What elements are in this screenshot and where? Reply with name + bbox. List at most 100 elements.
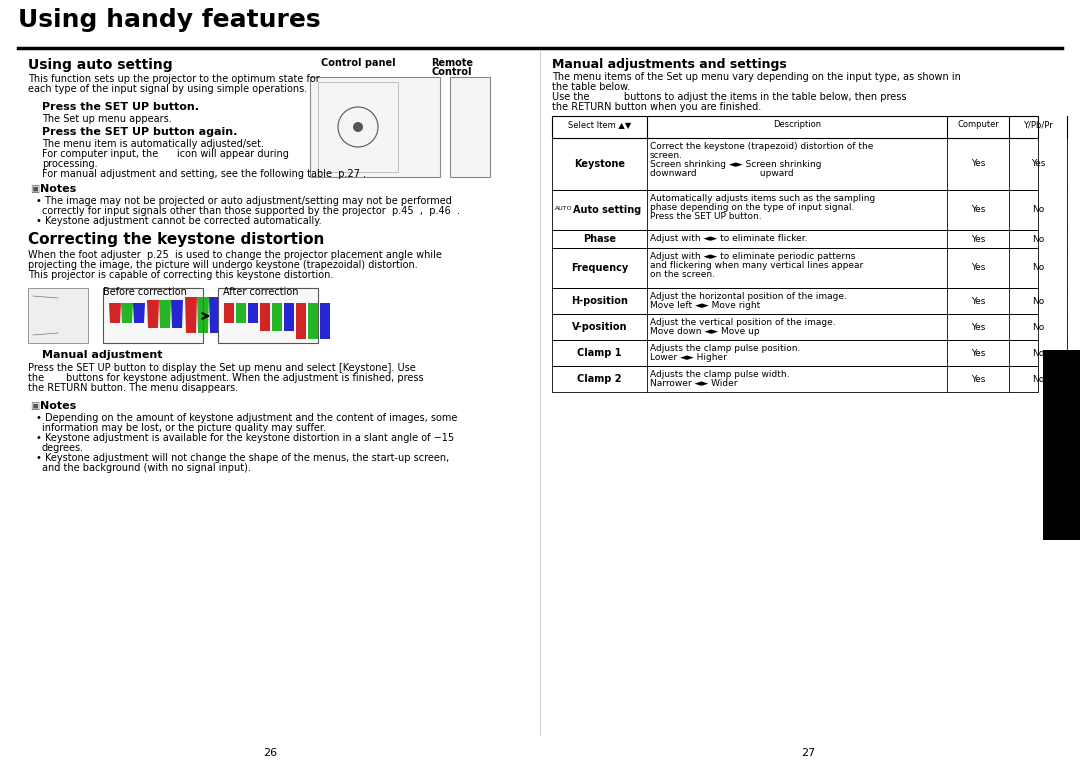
Text: Select Item ▲▼: Select Item ▲▼ — [568, 120, 631, 129]
Text: Remote: Remote — [431, 58, 473, 68]
Bar — [552, 314, 1038, 340]
Text: on the screen.: on the screen. — [650, 270, 715, 279]
Text: Press the SET UP button to display the Set up menu and select [Keystone]. Use: Press the SET UP button to display the S… — [28, 363, 416, 373]
Text: the RETURN button. The menu disappears.: the RETURN button. The menu disappears. — [28, 383, 238, 393]
Text: Correcting the keystone distortion: Correcting the keystone distortion — [28, 232, 324, 247]
Text: ▣: ▣ — [30, 401, 39, 411]
Bar — [552, 190, 1038, 230]
Polygon shape — [197, 297, 210, 333]
Bar — [28, 288, 87, 343]
Text: Adjust the horizontal position of the image.: Adjust the horizontal position of the im… — [650, 292, 847, 301]
Text: No: No — [1031, 375, 1044, 384]
Text: Adjust the vertical position of the image.: Adjust the vertical position of the imag… — [650, 318, 836, 327]
Circle shape — [353, 122, 363, 132]
Text: the table below.: the table below. — [552, 82, 631, 92]
Text: Move left ◄► Move right: Move left ◄► Move right — [650, 301, 760, 310]
Text: Yes: Yes — [971, 159, 985, 169]
Text: information may be lost, or the picture quality may suffer.: information may be lost, or the picture … — [42, 423, 326, 433]
Text: AUTO: AUTO — [555, 205, 572, 211]
Text: Frequency: Frequency — [571, 263, 629, 273]
Text: After correction: After correction — [222, 287, 298, 297]
Text: Yes: Yes — [1030, 159, 1045, 169]
Text: Press the SET UP button again.: Press the SET UP button again. — [42, 127, 238, 137]
Polygon shape — [185, 297, 197, 333]
Text: Using auto setting: Using auto setting — [28, 58, 173, 72]
Text: Before correction: Before correction — [103, 287, 187, 297]
Text: screen.: screen. — [650, 151, 683, 160]
Bar — [552, 116, 1038, 138]
Bar — [260, 303, 270, 331]
Text: Lower ◄► Higher: Lower ◄► Higher — [650, 353, 727, 362]
Text: Yes: Yes — [971, 234, 985, 243]
Bar — [552, 340, 1038, 366]
Bar — [552, 230, 1038, 248]
Text: Computer: Computer — [957, 120, 999, 129]
Bar — [308, 303, 318, 339]
Text: Clamp 2: Clamp 2 — [577, 374, 622, 384]
Text: No: No — [1031, 297, 1044, 305]
Text: • The image may not be projected or auto adjustment/setting may not be performed: • The image may not be projected or auto… — [36, 196, 451, 206]
Text: Y/Pb/Pr: Y/Pb/Pr — [1023, 120, 1053, 129]
Text: For computer input, the      icon will appear during: For computer input, the icon will appear… — [42, 149, 288, 159]
Text: Manual adjustment: Manual adjustment — [42, 350, 162, 360]
Text: projecting the image, the picture will undergo keystone (trapezoidal) distortion: projecting the image, the picture will u… — [28, 260, 418, 270]
Text: • Keystone adjustment will not change the shape of the menus, the start-up scree: • Keystone adjustment will not change th… — [36, 453, 449, 463]
Text: Using handy features: Using handy features — [18, 8, 321, 32]
Polygon shape — [210, 297, 221, 333]
Bar — [320, 303, 330, 339]
Text: This function sets up the projector to the optimum state for: This function sets up the projector to t… — [28, 74, 320, 84]
Text: Yes: Yes — [971, 263, 985, 272]
Text: • Keystone adjustment cannot be corrected automatically.: • Keystone adjustment cannot be correcte… — [36, 216, 322, 226]
Text: • Keystone adjustment is available for the keystone distortion in a slant angle : • Keystone adjustment is available for t… — [36, 433, 454, 443]
Text: Operations: Operations — [1055, 408, 1068, 481]
Text: Notes: Notes — [40, 401, 77, 411]
Text: Adjusts the clamp pulse position.: Adjusts the clamp pulse position. — [650, 344, 800, 353]
Bar — [284, 303, 294, 331]
Text: This projector is capable of correcting this keystone distortion.: This projector is capable of correcting … — [28, 270, 334, 280]
Text: Yes: Yes — [971, 375, 985, 384]
Text: Control panel: Control panel — [321, 58, 395, 68]
Text: and flickering when many vertical lines appear: and flickering when many vertical lines … — [650, 261, 863, 270]
Text: No: No — [1031, 234, 1044, 243]
Text: Notes: Notes — [40, 184, 77, 194]
Bar — [552, 288, 1038, 314]
Text: Yes: Yes — [971, 349, 985, 358]
Bar — [248, 303, 258, 323]
Text: No: No — [1031, 263, 1044, 272]
Text: • Depending on the amount of keystone adjustment and the content of images, some: • Depending on the amount of keystone ad… — [36, 413, 457, 423]
Text: Adjusts the clamp pulse width.: Adjusts the clamp pulse width. — [650, 370, 789, 379]
Text: Press the SET UP button.: Press the SET UP button. — [650, 212, 761, 221]
Bar — [318, 82, 399, 172]
Text: Use the           buttons to adjust the items in the table below, then press: Use the buttons to adjust the items in t… — [552, 92, 906, 102]
Text: Description: Description — [773, 120, 821, 129]
Text: When the foot adjuster  p.25  is used to change the projector placement angle wh: When the foot adjuster p.25 is used to c… — [28, 250, 442, 260]
Text: Phase: Phase — [583, 234, 616, 244]
Text: The menu items of the Set up menu vary depending on the input type, as shown in: The menu items of the Set up menu vary d… — [552, 72, 961, 82]
Text: each type of the input signal by using simple operations.: each type of the input signal by using s… — [28, 84, 307, 94]
Polygon shape — [159, 300, 171, 328]
Bar — [237, 303, 246, 323]
Text: Narrower ◄► Wider: Narrower ◄► Wider — [650, 379, 738, 388]
Bar — [224, 303, 234, 323]
Text: Press the SET UP button.: Press the SET UP button. — [42, 102, 199, 112]
Text: No: No — [1031, 349, 1044, 358]
Text: For manual adjustment and setting, see the following table  p.27 .: For manual adjustment and setting, see t… — [42, 169, 366, 179]
Polygon shape — [133, 303, 145, 323]
Bar — [552, 138, 1038, 190]
Bar — [310, 77, 440, 177]
Text: the RETURN button when you are finished.: the RETURN button when you are finished. — [552, 102, 761, 112]
Text: No: No — [1031, 205, 1044, 214]
Text: the       buttons for keystone adjustment. When the adjustment is finished, pres: the buttons for keystone adjustment. Whe… — [28, 373, 423, 383]
Polygon shape — [171, 300, 183, 328]
Polygon shape — [109, 303, 121, 323]
Text: Control: Control — [432, 67, 472, 77]
Text: Adjust with ◄► to eliminate periodic patterns: Adjust with ◄► to eliminate periodic pat… — [650, 252, 855, 261]
Text: Correct the keystone (trapezoid) distortion of the: Correct the keystone (trapezoid) distort… — [650, 142, 874, 151]
Text: H-position: H-position — [571, 296, 627, 306]
Text: No: No — [1031, 323, 1044, 331]
Text: Adjust with ◄► to eliminate flicker.: Adjust with ◄► to eliminate flicker. — [650, 234, 808, 243]
Text: Auto setting: Auto setting — [573, 205, 642, 215]
Bar — [296, 303, 306, 339]
Bar — [552, 366, 1038, 392]
Bar — [552, 248, 1038, 288]
